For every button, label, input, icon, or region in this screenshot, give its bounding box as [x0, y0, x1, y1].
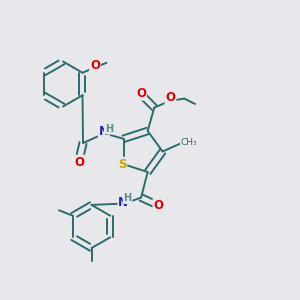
Text: O: O [136, 87, 146, 100]
Text: H: H [124, 193, 132, 203]
Text: CH₃: CH₃ [181, 138, 197, 147]
Text: O: O [154, 199, 164, 212]
Text: N: N [118, 196, 128, 209]
Text: H: H [105, 124, 113, 134]
Text: S: S [118, 158, 126, 171]
Text: O: O [90, 59, 100, 72]
Text: N: N [99, 125, 109, 138]
Text: O: O [74, 156, 84, 169]
Text: O: O [166, 92, 176, 104]
